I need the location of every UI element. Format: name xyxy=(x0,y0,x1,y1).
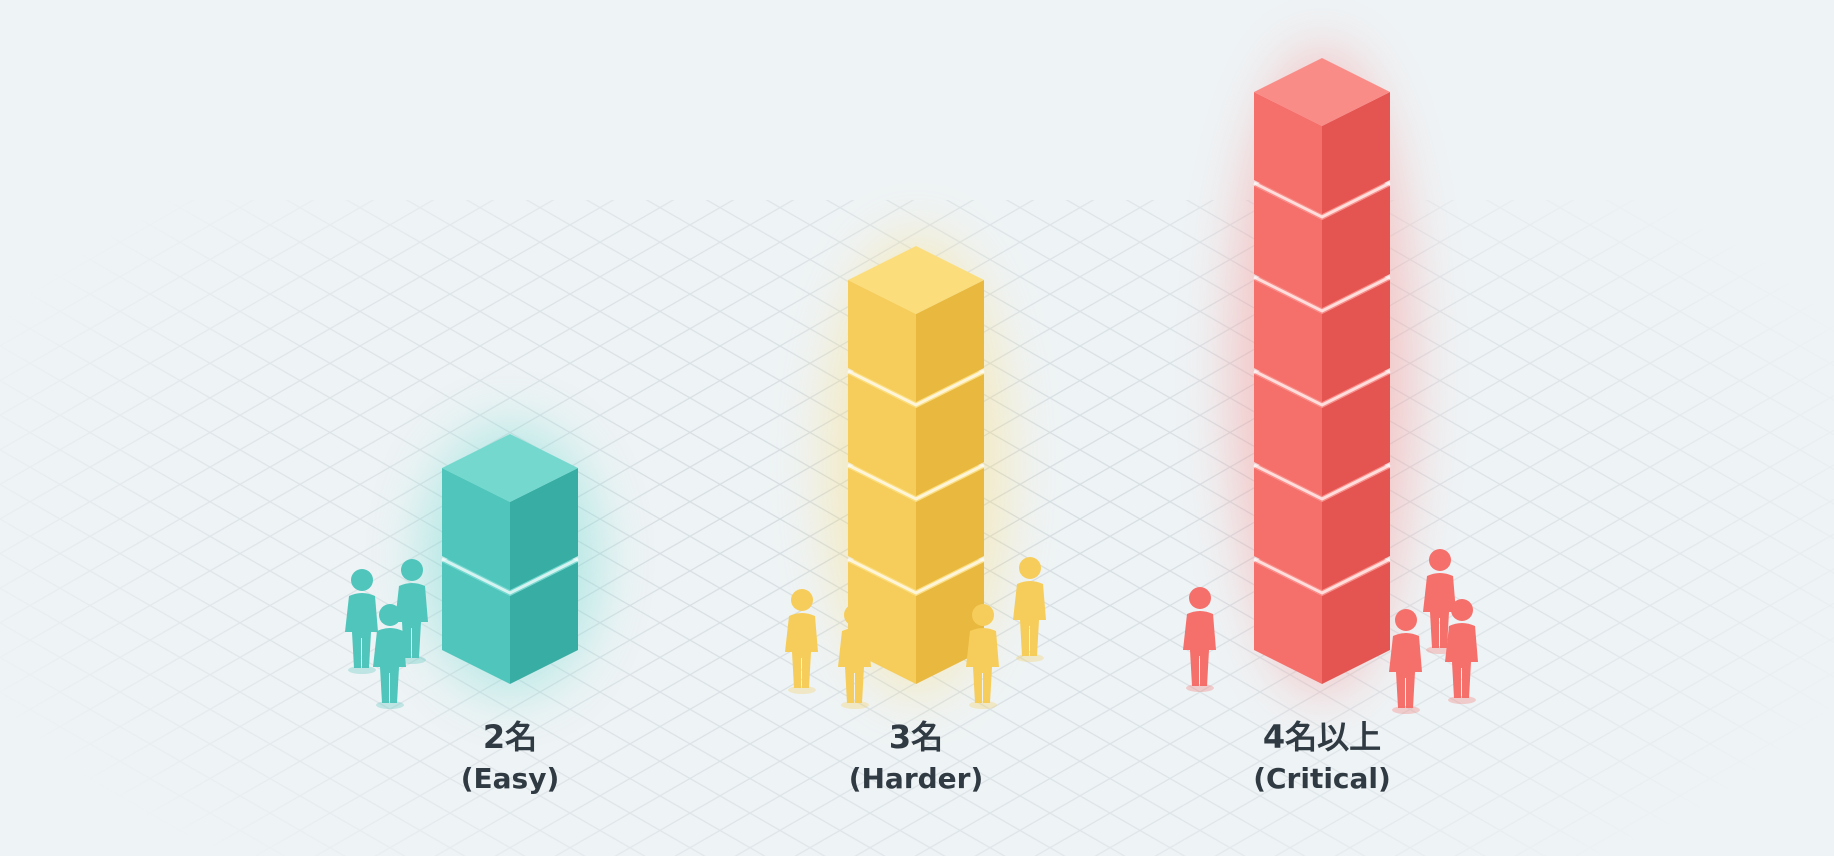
body xyxy=(785,613,818,688)
cube-right xyxy=(1322,92,1390,214)
cube-left xyxy=(1254,468,1322,590)
cube-left xyxy=(442,562,510,684)
shadow xyxy=(969,701,997,709)
cube-right xyxy=(916,280,984,402)
shadow xyxy=(348,666,376,674)
cube-right xyxy=(916,562,984,684)
head xyxy=(401,559,423,581)
person-icon xyxy=(1013,557,1046,662)
head xyxy=(972,604,994,626)
body xyxy=(345,593,378,668)
shadow xyxy=(788,686,816,694)
column-caption: (Critical) xyxy=(1253,762,1391,795)
body xyxy=(838,628,871,703)
person-icon xyxy=(1445,599,1478,704)
column: 2名 (Easy) xyxy=(345,424,599,795)
cube-top xyxy=(848,246,984,314)
shadow xyxy=(1186,684,1214,692)
shadow xyxy=(841,701,869,709)
cube-left xyxy=(848,468,916,590)
cube-left xyxy=(1254,280,1322,402)
seam-glow xyxy=(1253,557,1391,595)
cube xyxy=(1253,58,1391,219)
person-icon xyxy=(838,604,871,709)
seam-glow xyxy=(1253,181,1391,219)
head xyxy=(1019,557,1041,579)
person-icon xyxy=(373,604,406,709)
head xyxy=(791,589,813,611)
body xyxy=(1389,633,1422,708)
columns: 2名 (Easy) 3名 (Harder) 4名以上 (Critical) xyxy=(345,48,1478,795)
head xyxy=(1189,587,1211,609)
cube-right xyxy=(510,562,578,684)
body xyxy=(1445,623,1478,698)
cube-top xyxy=(442,434,578,502)
head xyxy=(844,604,866,626)
column-caption: (Easy) xyxy=(461,762,560,795)
cube-left xyxy=(1254,562,1322,684)
cube-right xyxy=(1322,280,1390,402)
seam-glow xyxy=(1253,369,1391,407)
column-label: 3名 xyxy=(889,718,943,756)
cube-top xyxy=(1254,58,1390,126)
cube-right xyxy=(1322,186,1390,308)
cube-right xyxy=(1322,374,1390,496)
cube-left xyxy=(848,374,916,496)
cube xyxy=(847,246,985,407)
cube-left xyxy=(1254,92,1322,214)
seam-glow xyxy=(847,463,985,501)
column-label: 2名 xyxy=(483,718,537,756)
shadow xyxy=(376,701,404,709)
person-icon xyxy=(966,604,999,709)
cube-left xyxy=(848,280,916,402)
shadow xyxy=(1016,654,1044,662)
cube-left xyxy=(1254,374,1322,496)
column: 4名以上 (Critical) xyxy=(1183,48,1478,795)
body xyxy=(1183,611,1216,686)
body xyxy=(1423,573,1456,648)
head xyxy=(1429,549,1451,571)
seam-glow xyxy=(441,557,579,595)
column: 3名 (Harder) xyxy=(785,236,1046,795)
seam-glow xyxy=(847,557,985,595)
column-caption: (Harder) xyxy=(849,762,984,795)
person-icon xyxy=(1183,587,1216,692)
body xyxy=(373,628,406,703)
seam-glow xyxy=(847,369,985,407)
seam-glow xyxy=(1253,463,1391,501)
cube-right xyxy=(1322,562,1390,684)
cube-right xyxy=(916,468,984,590)
head xyxy=(1451,599,1473,621)
shadow xyxy=(1448,696,1476,704)
person-icon xyxy=(345,569,378,674)
head xyxy=(379,604,401,626)
shadow xyxy=(1392,706,1420,714)
person-icon xyxy=(785,589,818,694)
head xyxy=(1395,609,1417,631)
body xyxy=(1013,581,1046,656)
body xyxy=(966,628,999,703)
column-label: 4名以上 xyxy=(1263,718,1381,756)
cube-right xyxy=(510,468,578,590)
cube-right xyxy=(1322,468,1390,590)
cube-left xyxy=(1254,186,1322,308)
seam-glow xyxy=(1253,275,1391,313)
cube-right xyxy=(916,374,984,496)
person-icon xyxy=(1389,609,1422,714)
cube-left xyxy=(442,468,510,590)
cube xyxy=(441,434,579,595)
head xyxy=(351,569,373,591)
